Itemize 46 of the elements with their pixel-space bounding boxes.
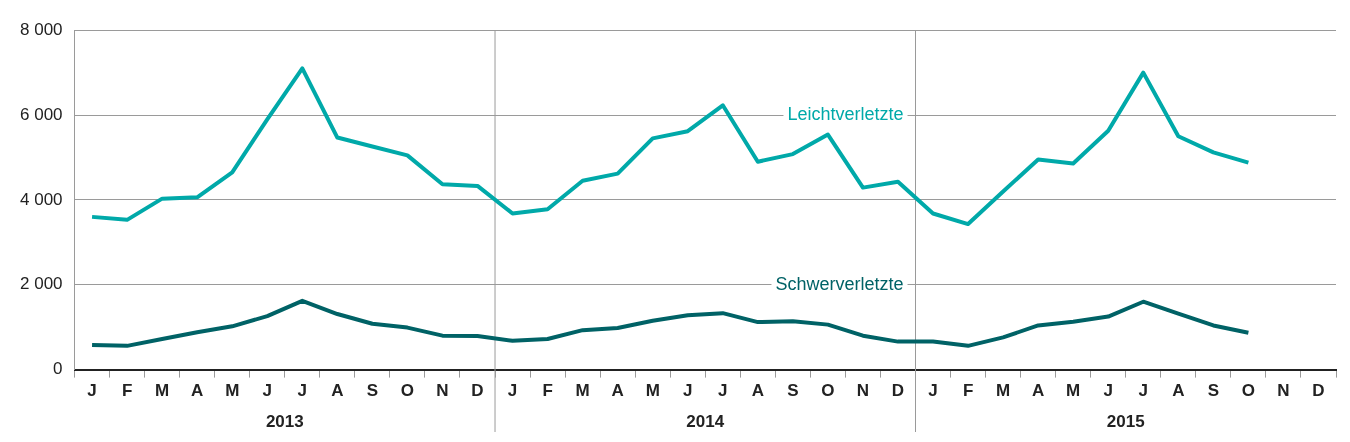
x-tick-label: D [891,381,905,401]
x-tick-label: D [471,381,484,401]
x-tick-label: O [821,381,835,401]
x-tick-label: S [1207,381,1220,401]
x-tick-label: A [751,381,764,401]
x-tick-label: S [787,381,799,401]
x-tick-label: M [996,381,1011,401]
x-tick-label: M [575,381,590,401]
x-tick-label: M [155,381,170,401]
x-tick-label: J [683,381,693,401]
x-tick-label: J [928,381,938,401]
x-tick-label: J [507,381,518,401]
x-tick-label: F [121,381,133,401]
y-tick-label: 4 000 [19,189,63,209]
x-tick-label: M [645,381,660,401]
x-tick-label: O [400,381,415,401]
x-tick-label: A [611,381,624,401]
x-tick-label: N [436,381,449,401]
x-tick-label: O [1241,381,1256,401]
text: 2015 [1106,411,1145,431]
text: 2013 [265,411,304,431]
x-tick-label: J [297,381,308,401]
x-tick-label: J [718,381,728,401]
x-tick-label: N [856,381,870,401]
x-tick-label: M [225,381,240,401]
x-tick-label: A [191,381,204,401]
y-tick-label: 2 000 [19,274,63,294]
x-tick-label: N [1277,381,1290,401]
x-tick-label: F [542,381,553,401]
x-tick-label: A [331,381,344,401]
x-tick-label: J [262,381,272,401]
series-label: Leichtverletzte [787,104,904,125]
x-tick-label: S [366,381,379,401]
y-tick-label: 0 [53,359,63,379]
x-tick-label: J [1103,381,1113,401]
series-label: Schwerverletzte [775,273,904,294]
x-tick-label: F [962,381,974,401]
x-tick-label: A [1172,381,1185,401]
x-tick-label: A [1032,381,1045,401]
x-tick-label: D [1312,381,1325,401]
x-tick-label: J [1138,381,1149,401]
text: 2014 [686,411,725,431]
y-tick-label: 6 000 [19,104,63,124]
y-tick-label: 8 000 [19,19,63,39]
x-tick-label: J [87,381,97,401]
x-tick-label: M [1066,381,1081,401]
